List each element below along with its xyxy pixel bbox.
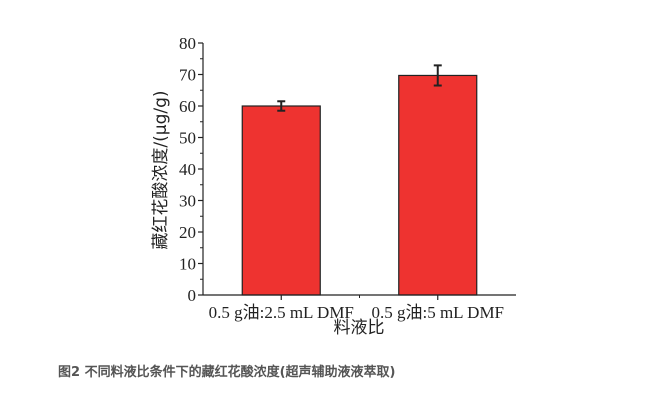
y-tick-label: 20 [179, 223, 196, 242]
x-axis-label: 料液比 [334, 318, 385, 338]
y-tick-label: 50 [179, 129, 196, 148]
y-axis-label: 藏红花酸浓度/(μg/g) [151, 90, 171, 249]
y-tick-label: 60 [179, 97, 196, 116]
figure-caption: 图2 不同料液比条件下的藏红花酸浓度(超声辅助液液萃取) [58, 365, 396, 380]
y-tick-label: 40 [179, 160, 196, 179]
y-tick-label: 0 [188, 286, 197, 305]
bar [241, 105, 321, 296]
x-tick-label: 0.5 g油:5 mL DMF [371, 303, 504, 322]
x-tick-label: 0.5 g油:2.5 mL DMF [209, 303, 354, 322]
y-tick-label: 30 [179, 192, 196, 211]
y-tick-label: 80 [179, 34, 196, 53]
y-tick-label: 70 [179, 66, 196, 85]
bar [398, 74, 478, 296]
y-tick-label: 10 [179, 255, 196, 274]
